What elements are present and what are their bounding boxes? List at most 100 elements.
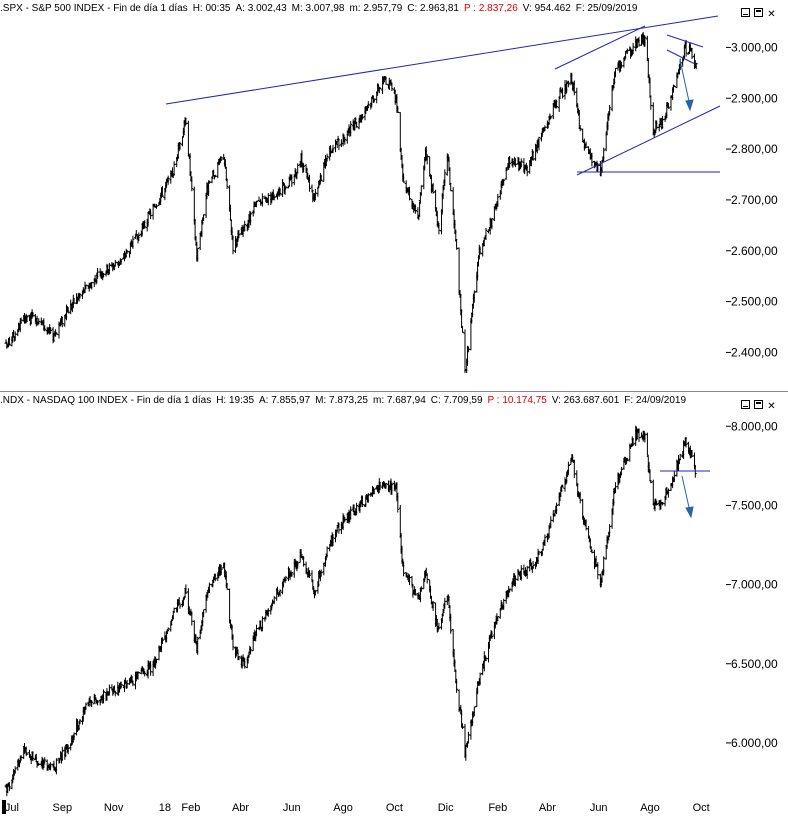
spx-price-bar [84,284,88,290]
ndx-price-bar [425,573,429,584]
ndx-price-bar [190,611,194,626]
spx-price-bar [448,167,452,184]
ndx-price-bar [349,506,353,519]
spx-price-bar [443,169,447,186]
ndx-price-bar [25,752,29,755]
spx-price-bar [290,174,294,187]
ndx-price-bar [229,619,232,629]
ndx-pane[interactable]: .NDX - NASDAQ 100 INDEX - Fin de día 1 d… [0,392,788,796]
axis-scroll-marker[interactable] [2,800,6,814]
ndx-price-bar [560,484,564,492]
ndx-price-bar [102,689,105,704]
ndx-price-bar [319,569,323,577]
spx-price-bar [308,174,311,192]
ndx-price-bar [684,437,688,448]
spx-price-bar [178,142,182,150]
ndx-price-bar [455,678,459,693]
spx-price-bar [484,228,488,240]
spx-price-bar [249,211,253,226]
spx-price-bar [413,204,417,214]
ndx-price-bars [4,425,697,797]
ndx-price-bar [672,471,676,483]
time-axis-label: Dic [437,802,454,814]
ndx-price-bar [537,551,541,555]
ndx-price-bar [143,670,147,677]
spx-price-bar [131,235,135,249]
ndx-price-bar [196,636,200,655]
ndx-price-bar [178,603,182,609]
time-axis-label: Ago [640,802,660,814]
close-icon[interactable]: ✕ [767,401,776,412]
spx-price-bar [666,102,670,109]
spx-price-bar [255,200,258,208]
spx-price-bar [549,115,553,120]
spx-price-bar [641,32,645,45]
ndx-price-bar [596,562,600,580]
close-icon[interactable]: ✕ [767,9,776,20]
ndx-price-bar [284,575,288,581]
maximize-icon[interactable] [754,8,763,17]
spx-minimo: m: 2.957,79 [349,3,403,14]
ndx-price-bar [437,622,441,630]
pane-divider[interactable] [0,391,788,392]
spx-price-bar [310,184,314,191]
ndx-price-bar [483,655,487,662]
ndx-price-bar [348,511,352,523]
ndx-price-bar [272,596,276,605]
spx-ytick-label: 2.600,00 [731,244,778,258]
spx-price-bar [281,179,285,198]
spx-price-bar [555,99,559,109]
spx-pane[interactable]: .SPX - S&P 500 INDEX - Fin de día 1 días… [0,0,788,391]
spx-price-bar [355,121,359,128]
time-axis-label: Oct [385,802,403,814]
spx-price-bar [37,318,41,325]
ndx-symbol: .NDX - NASDAQ 100 INDEX - Fin de día 1 d… [0,395,212,406]
maximize-icon[interactable] [754,400,763,409]
spx-price-bar [602,147,606,162]
ndx-price-bar [7,782,11,792]
ndx-hora: H: 19:35 [216,395,255,406]
time-axis-label: Abr [538,802,556,814]
ndx-arrow-shaft [681,475,691,513]
ndx-price-bar [390,482,394,495]
spx-price-bar [43,325,47,332]
spx-price-bar [537,136,541,151]
spx-price-bar [645,35,649,61]
spx-price-bar [378,87,382,90]
time-axis-label: Ago [333,802,353,814]
ndx-cierre: C: 7.709,59 [430,395,483,406]
ndx-price-bar [466,731,470,744]
ndx-ytick-label: 7.000,00 [731,578,778,592]
spx-price-bar [487,230,490,234]
spx-price-bar [237,229,241,239]
ndx-volumen: V: 263.687.601 [551,395,620,406]
minimize-icon[interactable] [741,8,750,17]
ndx-price-bar [219,564,223,575]
ndx-price-bar [661,502,665,506]
ndx-price-bar [90,700,94,707]
spx-price-bar [7,336,11,346]
spx-price-bar [186,120,190,157]
spx-price-bar [166,175,170,185]
ndx-price-bar [54,758,58,775]
ndx-price-bar [678,453,682,461]
spx-price-bar [590,152,594,167]
spx-price-bar [71,294,75,309]
ndx-price-bar [496,616,500,621]
ndx-price-bar [649,480,653,484]
ndx-price-bar [360,495,364,507]
ndx-price-bar [290,572,294,578]
spx-price-bar [643,35,647,47]
ndx-price-bar [308,570,311,578]
spx-price-bar [428,156,432,177]
spx-price-bar [437,222,441,235]
spx-price-bar [272,194,276,201]
spx-price-bar [278,188,282,196]
spx-symbol: .SPX - S&P 500 INDEX - Fin de día 1 días [0,3,188,14]
spx-price-bar [625,48,629,55]
ndx-price-bar [366,493,370,503]
ndx-price-bar [96,700,100,706]
minimize-icon[interactable] [741,400,750,409]
ndx-price-bar [508,588,512,593]
